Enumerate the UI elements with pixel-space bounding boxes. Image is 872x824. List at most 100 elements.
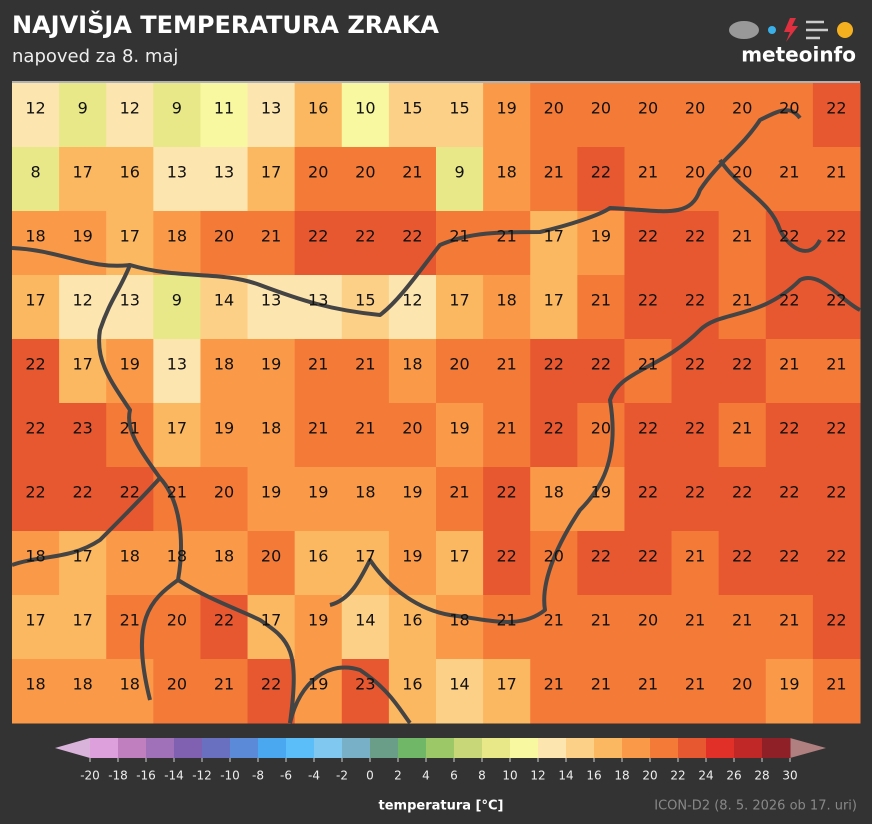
colorbar-segment [538, 738, 567, 758]
map-cell [530, 403, 578, 468]
colorbar-segment [734, 738, 763, 758]
temperature-value: 22 [826, 419, 846, 438]
map-cell [153, 211, 201, 276]
temperature-value: 22 [685, 483, 705, 502]
temperature-value: 15 [402, 99, 422, 118]
temperature-value: 18 [544, 483, 564, 502]
temperature-value: 21 [732, 419, 752, 438]
temperature-value: 21 [261, 227, 281, 246]
map-cell [341, 403, 390, 468]
map-cell [577, 595, 625, 660]
temperature-value: 16 [308, 547, 328, 566]
temperature-value: 17 [25, 291, 45, 310]
map-cell [530, 531, 578, 596]
temperature-value: 21 [638, 163, 658, 182]
temperature-value: 22 [732, 483, 752, 502]
temperature-value: 22 [638, 227, 658, 246]
map-cell [341, 659, 390, 724]
temperature-value: 16 [120, 163, 140, 182]
map-cell [671, 595, 720, 660]
colorbar-segment [482, 738, 511, 758]
temperature-value: 9 [172, 99, 182, 118]
map-cell [718, 339, 767, 404]
temperature-value: 20 [167, 675, 187, 694]
map-cell [812, 531, 861, 596]
temperature-value: 17 [25, 611, 45, 630]
colorbar-over [790, 738, 826, 758]
temperature-value: 22 [638, 547, 658, 566]
map-cell [12, 595, 60, 660]
map-cell [624, 83, 673, 148]
temperature-value: 21 [355, 355, 375, 374]
temperature-value: 20 [167, 611, 187, 630]
map-cell [341, 147, 390, 212]
temperature-value: 17 [355, 547, 375, 566]
colorbar-segment [342, 738, 371, 758]
map-cell [812, 659, 861, 724]
map-cell [718, 403, 767, 468]
temperature-value: 22 [25, 419, 45, 438]
map-cell [106, 83, 154, 148]
temperature-value: 22 [591, 163, 611, 182]
temperature-value: 21 [732, 611, 752, 630]
temperature-value: 21 [544, 675, 564, 694]
map-cell [106, 275, 154, 340]
temperature-value: 20 [214, 483, 234, 502]
colorbar-segment [650, 738, 679, 758]
temperature-value: 17 [544, 227, 564, 246]
temperature-value: 18 [72, 675, 92, 694]
map-cell [59, 659, 107, 724]
map-cell [200, 211, 249, 276]
map-cell [718, 659, 767, 724]
temperature-value: 22 [214, 611, 234, 630]
temperature-value: 20 [638, 611, 658, 630]
colorbar-segment [118, 738, 147, 758]
map-cell [483, 211, 531, 276]
colorbar-tick-label: -16 [136, 769, 156, 783]
map-cell [577, 403, 625, 468]
map-cell [12, 275, 60, 340]
temperature-value: 23 [72, 419, 92, 438]
map-cell [153, 595, 201, 660]
temperature-value: 21 [214, 675, 234, 694]
colorbar-segment [146, 738, 175, 758]
colorbar-tick-label: -2 [336, 769, 348, 783]
temperature-value: 20 [685, 99, 705, 118]
map-cell [247, 339, 296, 404]
temperature-value: 21 [449, 483, 469, 502]
map-cell [247, 659, 296, 724]
map-cell [153, 339, 201, 404]
footer: ICON-D2 (8. 5. 2026 ob 17. uri) [654, 799, 857, 814]
temperature-value: 19 [120, 355, 140, 374]
temperature-value: 22 [826, 291, 846, 310]
temperature-value: 22 [120, 483, 140, 502]
map-cell [12, 83, 60, 148]
map-cell [718, 595, 767, 660]
map-cell [388, 339, 437, 404]
map-cell [106, 531, 154, 596]
temperature-value: 21 [685, 611, 705, 630]
temperature-value: 18 [402, 355, 422, 374]
map-cell [530, 659, 578, 724]
map-cell [624, 595, 673, 660]
map-cell [388, 83, 437, 148]
colorbar-segment [762, 738, 791, 758]
map-cell [388, 659, 437, 724]
map-cell [765, 403, 814, 468]
temperature-value: 21 [826, 675, 846, 694]
colorbar-segment [706, 738, 735, 758]
temperature-value: 17 [261, 163, 281, 182]
temperature-value: 17 [72, 163, 92, 182]
temperature-value: 17 [449, 547, 469, 566]
map-cell [388, 595, 437, 660]
map-cell [341, 595, 390, 660]
logo: meteoinfo [741, 43, 856, 67]
temperature-value: 11 [214, 99, 234, 118]
map-cell [577, 275, 625, 340]
map-cell [388, 403, 437, 468]
colorbar-tick-label: 0 [366, 769, 374, 783]
temperature-value: 21 [779, 611, 799, 630]
temperature-value: 21 [308, 419, 328, 438]
map-cell [530, 83, 578, 148]
map-cell [718, 211, 767, 276]
